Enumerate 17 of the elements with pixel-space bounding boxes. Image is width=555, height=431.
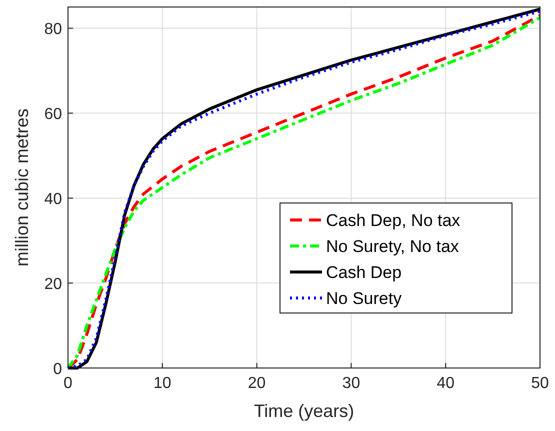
y-tick-label: 0 bbox=[53, 361, 62, 378]
x-tick-label: 50 bbox=[531, 375, 549, 392]
y-tick-label: 80 bbox=[44, 21, 62, 38]
y-tick-label: 20 bbox=[44, 276, 62, 294]
y-tick-label: 60 bbox=[44, 106, 62, 124]
x-axis-title: Time (years) bbox=[254, 401, 354, 421]
x-tick-label: 40 bbox=[436, 375, 455, 392]
legend-label: No Surety bbox=[326, 289, 402, 308]
x-tick-label: 10 bbox=[154, 375, 172, 392]
legend-label: Cash Dep, No tax bbox=[326, 211, 461, 230]
y-tick-label: 40 bbox=[44, 191, 62, 208]
x-tick-label: 0 bbox=[64, 375, 73, 392]
x-tick-label: 20 bbox=[248, 375, 266, 392]
y-axis-title: million cubic metres bbox=[12, 108, 32, 267]
legend-label: Cash Dep bbox=[326, 263, 402, 282]
x-tick-label: 30 bbox=[342, 375, 360, 392]
legend-label: No Surety, No tax bbox=[326, 237, 460, 256]
